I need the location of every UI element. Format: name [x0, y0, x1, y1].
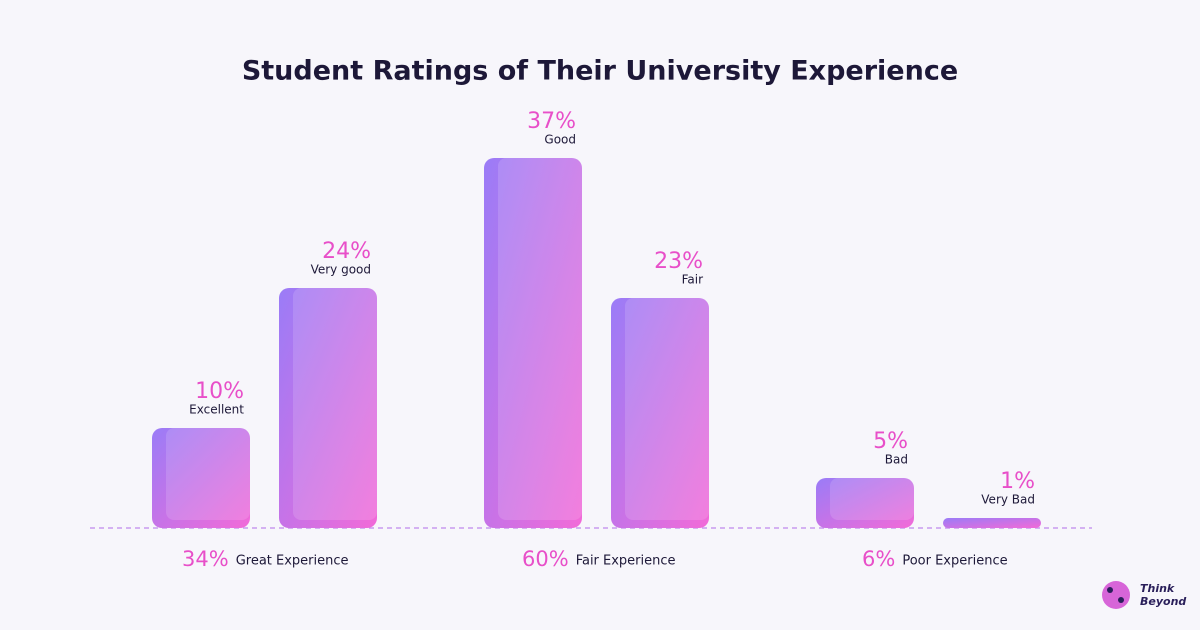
logo-dot [1118, 597, 1124, 603]
logo-dot [1107, 587, 1113, 593]
value-label: 1% [1000, 469, 1035, 494]
value-label: 37% [527, 109, 576, 134]
bar-highlight [293, 288, 377, 520]
logo-icon [1102, 581, 1130, 609]
logo: Think Beyond [1102, 581, 1186, 609]
value-label: 5% [873, 429, 908, 454]
group-total: 6% [862, 547, 895, 571]
category-label: Fair [682, 273, 703, 287]
bar-highlight [498, 158, 582, 520]
bar [484, 158, 582, 528]
group-total: 34% [182, 547, 229, 571]
brand-text: Beyond [1140, 595, 1186, 608]
bar [152, 428, 250, 528]
bar-highlight [830, 478, 914, 520]
value-label: 10% [195, 379, 244, 404]
bar [816, 478, 914, 528]
group-name: Great Experience [236, 554, 349, 569]
category-label: Very Bad [981, 493, 1035, 507]
group-total: 60% [522, 547, 569, 571]
category-label: Very good [311, 263, 371, 277]
category-label: Good [544, 133, 576, 147]
bar [943, 518, 1041, 528]
value-label: 23% [654, 249, 703, 274]
brand-text: Think [1140, 582, 1175, 595]
group-name: Fair Experience [576, 554, 676, 569]
category-label: Bad [885, 453, 908, 467]
value-label: 24% [322, 239, 371, 264]
bar-highlight [625, 298, 709, 520]
bar [279, 288, 377, 528]
category-label: Excellent [189, 403, 244, 417]
chart-title: Student Ratings of Their University Expe… [242, 56, 958, 87]
bar [611, 298, 709, 528]
group-name: Poor Experience [902, 554, 1007, 569]
bar-highlight [166, 428, 250, 520]
